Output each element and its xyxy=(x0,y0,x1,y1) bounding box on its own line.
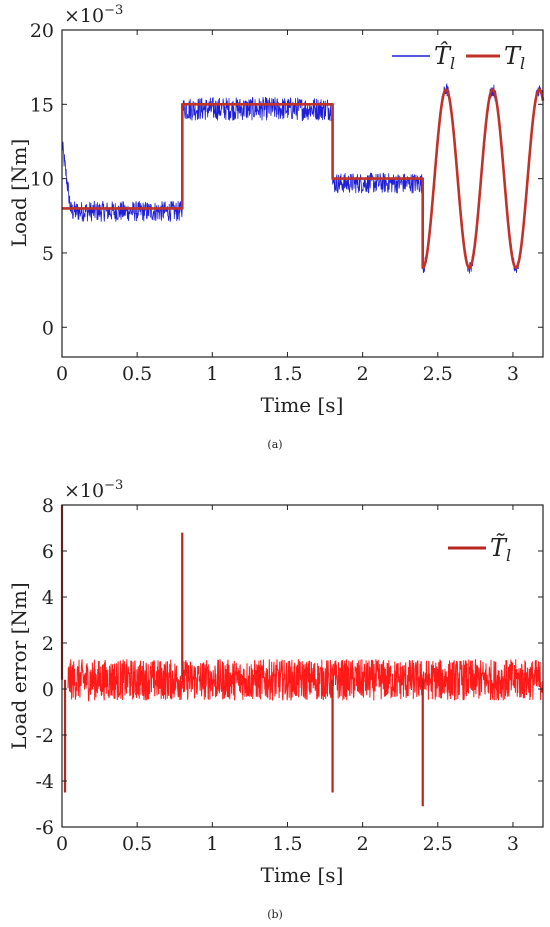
b-xtick-label: 1.5 xyxy=(272,833,302,855)
b-ytick-label: -4 xyxy=(35,771,54,793)
a-xtick-label: 0 xyxy=(56,363,68,385)
series-lines-a xyxy=(61,82,545,274)
a-ytick-label: 5 xyxy=(42,243,54,265)
legend-label-reference: Tl xyxy=(504,42,525,73)
b-xtick-label: 3 xyxy=(507,833,519,855)
series-line-error xyxy=(67,659,544,703)
a-xtick-label: 2 xyxy=(357,363,369,385)
a-xtick-label: 2.5 xyxy=(423,363,453,385)
b-xtick-label: 1 xyxy=(206,833,218,855)
a-xtick-label: 3 xyxy=(507,363,519,385)
caption-b: (b) xyxy=(267,908,283,921)
b-ytick-label: 4 xyxy=(42,587,54,609)
a-xtick-label: 1 xyxy=(206,363,218,385)
caption-a: (a) xyxy=(267,438,282,451)
plot-area-a xyxy=(62,30,543,357)
b-xtick-label: 2 xyxy=(357,833,369,855)
x-axis-label-a: Time [s] xyxy=(261,393,344,417)
b-ytick-label: 8 xyxy=(42,495,54,517)
legend-label-estimate: T̂l xyxy=(434,42,455,73)
b-xtick-label: 2.5 xyxy=(423,833,453,855)
plot-frame-b xyxy=(61,504,544,828)
series-line-reference xyxy=(62,88,545,270)
x-axis-label-b: Time [s] xyxy=(261,863,344,887)
legend-a: T̂l Tl xyxy=(392,42,525,73)
chart-panel-a: 0 0.5 1 1.5 2 2.5 3 0 5 10 15 20 ×10−3 Time [s] Loa… xyxy=(7,3,545,451)
y-scale-a: ×10−3 xyxy=(64,3,123,27)
b-xtick-label: 0.5 xyxy=(122,833,152,855)
b-ytick-label: 6 xyxy=(42,541,54,563)
a-ytick-label: 10 xyxy=(30,169,54,191)
b-xtick-label: 0 xyxy=(56,833,68,855)
b-ytick-label: -6 xyxy=(35,817,54,839)
y-axis-label-b: Load error [Nm] xyxy=(7,582,31,749)
b-ytick-label: -2 xyxy=(35,725,54,747)
plot-frame-a xyxy=(61,29,544,358)
a-ytick-label: 0 xyxy=(42,317,54,339)
y-axis-label-a: Load [Nm] xyxy=(7,139,31,247)
b-ytick-label: 2 xyxy=(42,633,54,655)
a-xtick-label: 0.5 xyxy=(122,363,152,385)
a-ytick-label: 15 xyxy=(30,94,54,116)
a-xtick-label: 1.5 xyxy=(272,363,302,385)
y-scale-b: ×10−3 xyxy=(64,478,123,502)
a-ytick-label: 20 xyxy=(30,20,54,42)
legend-label-error: T̃l xyxy=(490,534,511,565)
legend-b: T̃l xyxy=(448,534,511,565)
b-ytick-label: 0 xyxy=(42,679,54,701)
